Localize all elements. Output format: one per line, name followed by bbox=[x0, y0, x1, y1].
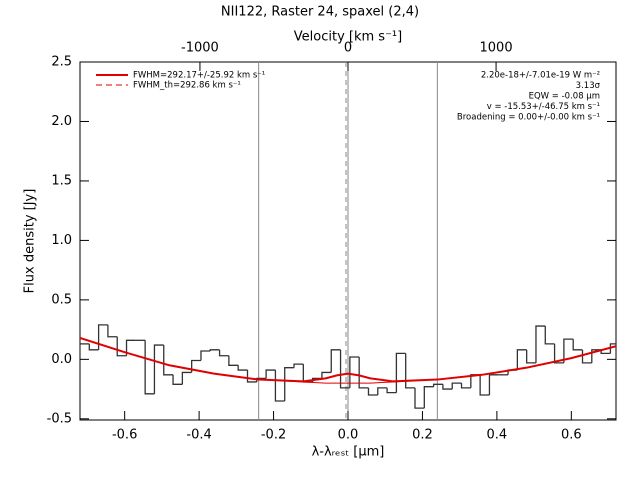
legend-label: FWHM=292.17+/-25.92 km s⁻¹ bbox=[133, 71, 265, 81]
y-tick-label: 2.5 bbox=[51, 55, 72, 70]
continuum-line bbox=[80, 337, 616, 384]
spectrum-step bbox=[209, 349, 220, 352]
spectrum-step bbox=[544, 326, 555, 345]
spectrum-step bbox=[274, 370, 285, 402]
spectrum-step bbox=[228, 355, 239, 366]
spectrum-step bbox=[302, 364, 313, 383]
spectrum-step bbox=[116, 336, 127, 357]
y-tick-label: 0.5 bbox=[51, 292, 72, 307]
spectrum-step bbox=[591, 349, 602, 363]
spectrum-step bbox=[284, 367, 295, 401]
spectrum-step bbox=[367, 387, 378, 396]
x-tick-label: -0.4 bbox=[186, 428, 211, 443]
spectrum-step bbox=[572, 339, 583, 351]
spectrum-step bbox=[237, 365, 248, 371]
spectrum-step bbox=[451, 382, 462, 390]
spectrum-step bbox=[349, 356, 360, 388]
spectrum-step bbox=[330, 349, 341, 373]
y-axis-label: Flux density [Jy] bbox=[23, 189, 38, 294]
y-tick-label: 0.0 bbox=[51, 352, 72, 367]
annotation: 2.20e-18+/-7.01e-19 W m⁻² bbox=[481, 71, 600, 81]
spectrum-step bbox=[246, 370, 257, 383]
x-tick-label: 0.4 bbox=[487, 428, 508, 443]
spectrum-step bbox=[358, 356, 369, 389]
legend-label: FWHM_th=292.86 km s⁻¹ bbox=[133, 81, 241, 91]
spectrum-step bbox=[125, 339, 136, 356]
annotation: EQW = -0.08 μm bbox=[529, 92, 600, 102]
spectrum-step bbox=[488, 374, 499, 396]
x2-tick-label: -1000 bbox=[181, 41, 219, 56]
spectrum-step bbox=[442, 384, 453, 390]
spectrum-step bbox=[386, 387, 397, 394]
annotation: v = -15.53+/-46.75 km s⁻¹ bbox=[487, 102, 600, 112]
x2-tick-label: 0 bbox=[344, 41, 352, 56]
spectrum-step bbox=[321, 371, 332, 379]
y-tick-label: -0.5 bbox=[47, 411, 72, 426]
annotation: Broadening = 0.00+/-0.00 km s⁻¹ bbox=[457, 113, 600, 123]
spectrum-step bbox=[535, 325, 546, 363]
spectrum-step bbox=[553, 343, 564, 364]
y-tick-label: 1.5 bbox=[51, 173, 72, 188]
spectrum-step bbox=[405, 353, 415, 389]
spectrum-step bbox=[153, 344, 164, 394]
annotation: 3.13σ bbox=[576, 81, 601, 91]
chart-title: NII122, Raster 24, spaxel (2,4) bbox=[221, 5, 419, 20]
x-axis-label: λ-λᵣₑₛₜ [μm] bbox=[312, 445, 385, 460]
spectrum-step bbox=[516, 349, 527, 371]
spectrum-step bbox=[107, 324, 118, 338]
x-tick-label: 0.6 bbox=[561, 428, 582, 443]
spectrum-step bbox=[200, 350, 211, 361]
spectrum-step bbox=[293, 363, 304, 368]
spectrum-step bbox=[339, 349, 350, 389]
spectrum-step bbox=[395, 352, 406, 393]
spectrum-step bbox=[609, 343, 616, 354]
x2-axis-label: Velocity [km s⁻¹] bbox=[294, 30, 402, 45]
spectrum-step bbox=[563, 338, 574, 363]
y-tick-label: 1.0 bbox=[51, 233, 72, 248]
spectrum-step bbox=[144, 340, 155, 395]
x-tick-label: -0.2 bbox=[261, 428, 286, 443]
x2-tick-label: 1000 bbox=[480, 41, 513, 56]
spectrum-step bbox=[414, 387, 425, 409]
spectrum-step bbox=[526, 349, 536, 364]
spectrum-step bbox=[377, 387, 388, 396]
spectrum-step bbox=[581, 349, 592, 364]
x-tick-label: 0.0 bbox=[338, 428, 359, 443]
spectrum-step bbox=[97, 324, 108, 350]
y-tick-label: 2.0 bbox=[51, 114, 72, 129]
spectrum-step bbox=[460, 383, 471, 389]
spectrum-step bbox=[423, 386, 434, 409]
x-tick-label: 0.2 bbox=[412, 428, 433, 443]
spectrum-step bbox=[88, 343, 99, 351]
spectrum-step bbox=[265, 369, 276, 379]
spectrum-step bbox=[163, 345, 174, 376]
spectrum-step bbox=[181, 371, 192, 385]
plot-area bbox=[80, 62, 616, 420]
spectrum-step bbox=[172, 374, 183, 385]
spectrum-step bbox=[432, 383, 443, 387]
spectrum-step bbox=[218, 349, 229, 357]
x-tick-label: -0.6 bbox=[112, 428, 137, 443]
spectrum-step bbox=[479, 374, 490, 396]
